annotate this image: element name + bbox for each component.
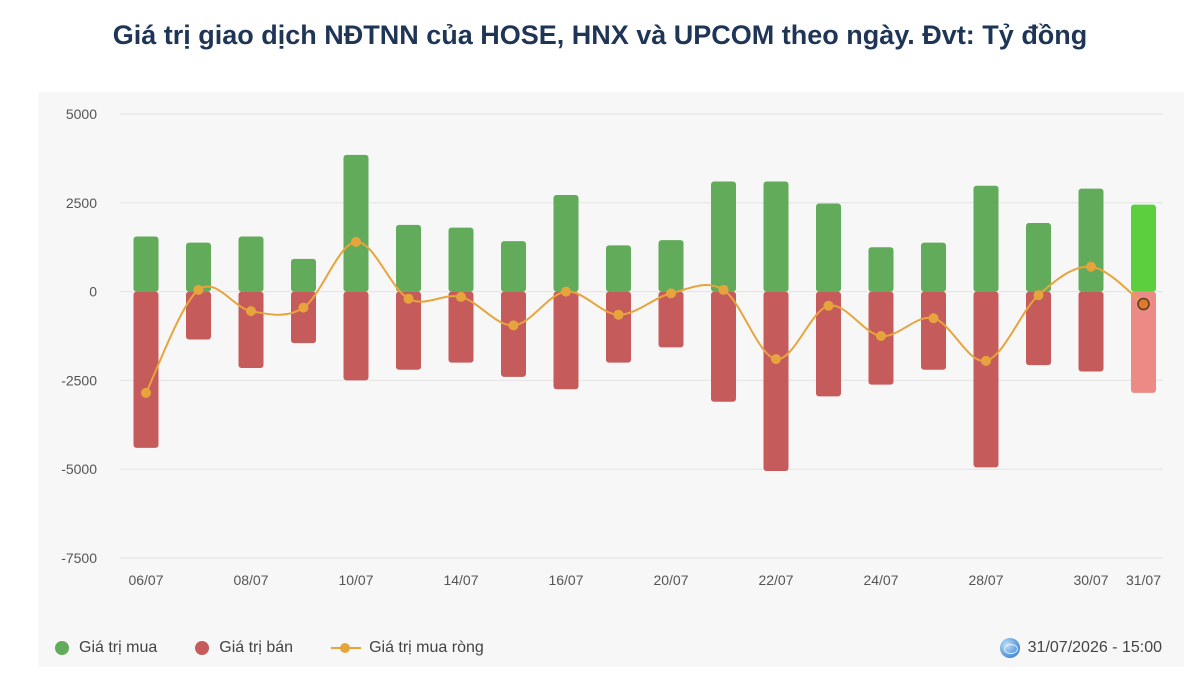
bar-buy (291, 258, 316, 292)
bar-buy (658, 240, 684, 292)
bar-buy (238, 236, 264, 292)
x-tick-label: 06/07 (128, 572, 163, 588)
bar-sell (711, 291, 736, 402)
net-point (351, 236, 361, 247)
bar-sell (816, 291, 841, 397)
net-point (1086, 261, 1096, 272)
bar-buy (816, 203, 841, 292)
bar-sell (501, 291, 526, 377)
net-point (613, 309, 624, 320)
legend-item-buy[interactable]: Giá trị mua (55, 639, 157, 657)
y-tick-label: 2500 (66, 195, 97, 211)
net-point (771, 354, 781, 365)
x-tick-label: 14/07 (443, 572, 478, 588)
bar-buy (186, 242, 211, 292)
legend-sell-marker (195, 641, 210, 655)
bar-buy (763, 181, 789, 292)
timestamp-area: 31/07/2026 - 15:00 (999, 637, 1162, 659)
net-point (561, 286, 571, 297)
bar-sell (1131, 291, 1156, 393)
bar-buy (501, 241, 526, 292)
bar-buy (553, 194, 579, 292)
net-point (298, 302, 309, 313)
bar-sell (658, 291, 684, 348)
legend-item-sell[interactable]: Giá trị bán (195, 639, 293, 657)
legend-sell-label: Giá trị bán (219, 639, 294, 656)
x-tick-label: 16/07 (548, 572, 583, 588)
legend-net-marker (331, 641, 362, 655)
net-point (1137, 297, 1150, 311)
bar-sell (396, 291, 421, 370)
y-tick-label: -2500 (61, 372, 97, 388)
y-tick-label: -7500 (61, 550, 97, 566)
bar-sell (343, 291, 369, 381)
net-point (718, 284, 729, 295)
net-point (456, 291, 466, 302)
bar-sell (448, 291, 474, 363)
legend-net-label: Giá trị mua ròng (369, 639, 484, 656)
bar-buy (973, 185, 999, 292)
net-point (508, 320, 519, 331)
bar-sell (186, 291, 211, 340)
chart-title: Giá trị giao dịch NĐTNN của HOSE, HNX và… (112, 20, 1088, 50)
net-point (666, 288, 676, 299)
timestamp-text: 31/07/2026 - 15:00 (1027, 639, 1162, 656)
x-tick-label: 31/07 (1126, 572, 1161, 588)
bar-sell (973, 291, 999, 468)
net-point (1033, 290, 1044, 301)
legend-item-net[interactable]: Giá trị mua ròng (331, 639, 484, 657)
bar-buy (396, 224, 421, 292)
bar-buy (1131, 204, 1156, 292)
x-tick-label: 28/07 (968, 572, 1003, 588)
net-point (981, 355, 991, 366)
bar-buy (1078, 188, 1104, 292)
bar-sell (606, 291, 631, 363)
bar-sell (763, 291, 789, 471)
globe-icon (999, 638, 1020, 658)
x-tick-label: 22/07 (758, 572, 793, 588)
x-tick-label: 08/07 (233, 572, 268, 588)
x-tick-label: 24/07 (863, 572, 898, 588)
net-point (193, 284, 204, 295)
y-tick-label: -5000 (61, 461, 97, 477)
bar-sell (1078, 291, 1104, 372)
bar-buy (1026, 223, 1051, 292)
bar-sell (1026, 291, 1051, 366)
y-tick-label: 0 (89, 284, 97, 300)
y-tick-label: 5000 (66, 106, 97, 122)
net-point (823, 300, 834, 311)
bar-buy (711, 181, 736, 292)
bar-sell (291, 291, 316, 344)
x-tick-label: 30/07 (1073, 572, 1108, 588)
bar-buy (343, 154, 369, 292)
bar-sell (133, 291, 159, 448)
net-point (928, 313, 939, 324)
bar-buy (921, 242, 946, 292)
bar-buy (133, 236, 159, 292)
net-point (403, 293, 414, 304)
x-tick-label: 10/07 (338, 572, 373, 588)
x-tick-label: 20/07 (653, 572, 688, 588)
net-point (246, 306, 256, 317)
bar-sell (553, 291, 579, 390)
net-point (876, 331, 886, 341)
bar-sell (238, 291, 264, 368)
bar-buy (868, 247, 894, 292)
bar-buy (448, 227, 474, 292)
net-point (141, 387, 151, 398)
legend-buy-label: Giá trị mua (79, 639, 158, 656)
bar-buy (606, 245, 631, 292)
legend-buy-marker (55, 641, 69, 655)
bar-sell (921, 291, 946, 370)
chart-legend: Giá trị mua Giá trị bán Giá trị mua ròng (55, 637, 522, 659)
